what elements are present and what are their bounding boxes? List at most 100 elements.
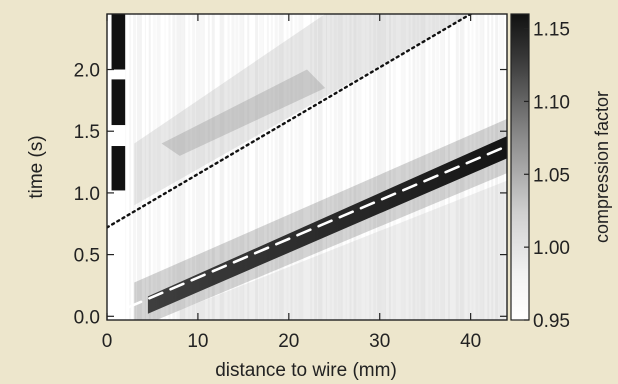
heatmap-streak xyxy=(262,14,264,320)
heatmap-streak xyxy=(164,14,166,320)
heatmap-streak xyxy=(211,14,215,320)
y-tick-label: 1.0 xyxy=(74,184,100,205)
heatmap-streak xyxy=(168,14,171,320)
heatmap-streak xyxy=(152,14,156,320)
heatmap-streak xyxy=(192,14,196,320)
heatmap-streak xyxy=(125,14,127,320)
heatmap-streak xyxy=(424,14,426,320)
x-axis-ticks: 0 10 20 30 40 xyxy=(102,14,481,352)
colorbar-ticks: 0.95 1.00 1.05 1.10 1.15 xyxy=(524,20,570,332)
colorbar xyxy=(510,13,530,321)
heatmap-streak xyxy=(365,14,367,320)
heatmap-streak xyxy=(243,14,245,320)
heatmap-streak xyxy=(196,14,201,320)
heatmap-streak xyxy=(133,14,137,320)
heatmap-streak xyxy=(259,14,264,320)
y-axis-label: time (s) xyxy=(26,135,47,198)
heatmap-streak xyxy=(400,14,405,320)
heatmap-streak xyxy=(294,14,298,320)
heatmap-streak xyxy=(333,14,337,320)
heatmap-streak xyxy=(345,14,347,320)
heatmap-streak xyxy=(491,14,494,320)
wire-strip xyxy=(111,14,126,70)
dotted-fit-line xyxy=(107,14,472,229)
heatmap-streak xyxy=(353,14,357,320)
heatmap-streak xyxy=(436,14,440,320)
heatmap-streak xyxy=(392,14,396,320)
heatmap-streak xyxy=(495,14,499,320)
heatmap-streak xyxy=(239,14,244,320)
compression-band xyxy=(147,136,507,314)
heatmap-streak xyxy=(148,14,151,320)
heatmap-streak xyxy=(176,14,181,320)
heatmap-streak xyxy=(341,14,343,320)
heatmap-streak xyxy=(140,14,142,320)
heatmap-streak xyxy=(180,14,185,320)
heatmap-trailing-region xyxy=(179,180,507,320)
heatmap-streak xyxy=(231,14,235,320)
heatmap-streak xyxy=(247,14,250,320)
compression-band-halo xyxy=(134,118,507,320)
heatmap-streak xyxy=(408,14,411,320)
heatmap-streak xyxy=(412,14,416,320)
heatmap-streak xyxy=(199,14,204,320)
heatmap-streak xyxy=(373,14,377,320)
heatmap-streak xyxy=(310,14,313,320)
heatmap-wake-streak xyxy=(161,69,326,156)
heatmap-streak xyxy=(384,14,386,320)
colorbar-label: compression factor xyxy=(592,91,612,243)
dashed-fit-line xyxy=(107,144,507,318)
heatmap-streak xyxy=(428,14,431,320)
heatmap-streak xyxy=(377,14,382,320)
heatmap-streak xyxy=(388,14,391,320)
heatmap-streak xyxy=(172,14,176,320)
heatmap-streak xyxy=(129,14,132,320)
heatmap-streak xyxy=(329,14,332,320)
y-tick-label: 2.0 xyxy=(74,61,100,82)
heatmap-streak xyxy=(266,14,269,320)
heatmap-streak xyxy=(349,14,352,320)
heatmap-streak xyxy=(420,14,425,320)
colorbar-tick-label: 1.05 xyxy=(533,165,570,186)
heatmap-streak xyxy=(314,14,318,320)
heatmap-streak xyxy=(321,14,323,320)
heatmap-streak xyxy=(404,14,406,320)
heatmap-streak xyxy=(203,14,205,320)
heatmap-streak xyxy=(302,14,304,320)
heatmap-streak xyxy=(337,14,342,320)
heatmap-streak xyxy=(290,14,293,320)
heatmap-streak xyxy=(487,14,490,320)
x-axis-label: distance to wire (mm) xyxy=(215,360,397,381)
heatmap-streak xyxy=(298,14,303,320)
colorbar-tick-label: 1.10 xyxy=(533,92,570,113)
heatmap-streak xyxy=(219,14,224,320)
heatmap-streak xyxy=(255,14,259,320)
y-tick-label: 0.0 xyxy=(74,307,100,328)
heatmap-streak xyxy=(156,14,161,320)
heatmap-streak xyxy=(184,14,186,320)
x-tick-label: 0 xyxy=(102,331,113,352)
heatmap-streak xyxy=(325,14,327,320)
x-tick-label: 30 xyxy=(369,331,390,352)
heatmap-streak xyxy=(274,14,278,320)
y-tick-label: 1.5 xyxy=(74,122,100,143)
colorbar-tick-label: 0.95 xyxy=(533,311,570,332)
heatmap-streak xyxy=(503,14,505,320)
heatmap-streak xyxy=(432,14,436,320)
colorbar-tick-label: 1.15 xyxy=(533,20,570,41)
wire-strip xyxy=(111,79,126,126)
heatmap-streak xyxy=(381,14,386,320)
heatmap-streak xyxy=(188,14,191,320)
heatmap-layer xyxy=(111,14,507,320)
heatmap-streak xyxy=(136,14,141,320)
y-axis-ticks: 0.0 0.5 1.0 1.5 2.0 xyxy=(74,61,507,328)
plot-frame xyxy=(106,13,508,321)
x-tick-label: 40 xyxy=(460,331,481,352)
heatmap-streak xyxy=(144,14,146,320)
heatmap-streak xyxy=(235,14,239,320)
wire-strip xyxy=(111,146,126,191)
heatmap-streak xyxy=(227,14,230,320)
heatmap-streak xyxy=(278,14,283,320)
heatmap-streak xyxy=(369,14,372,320)
